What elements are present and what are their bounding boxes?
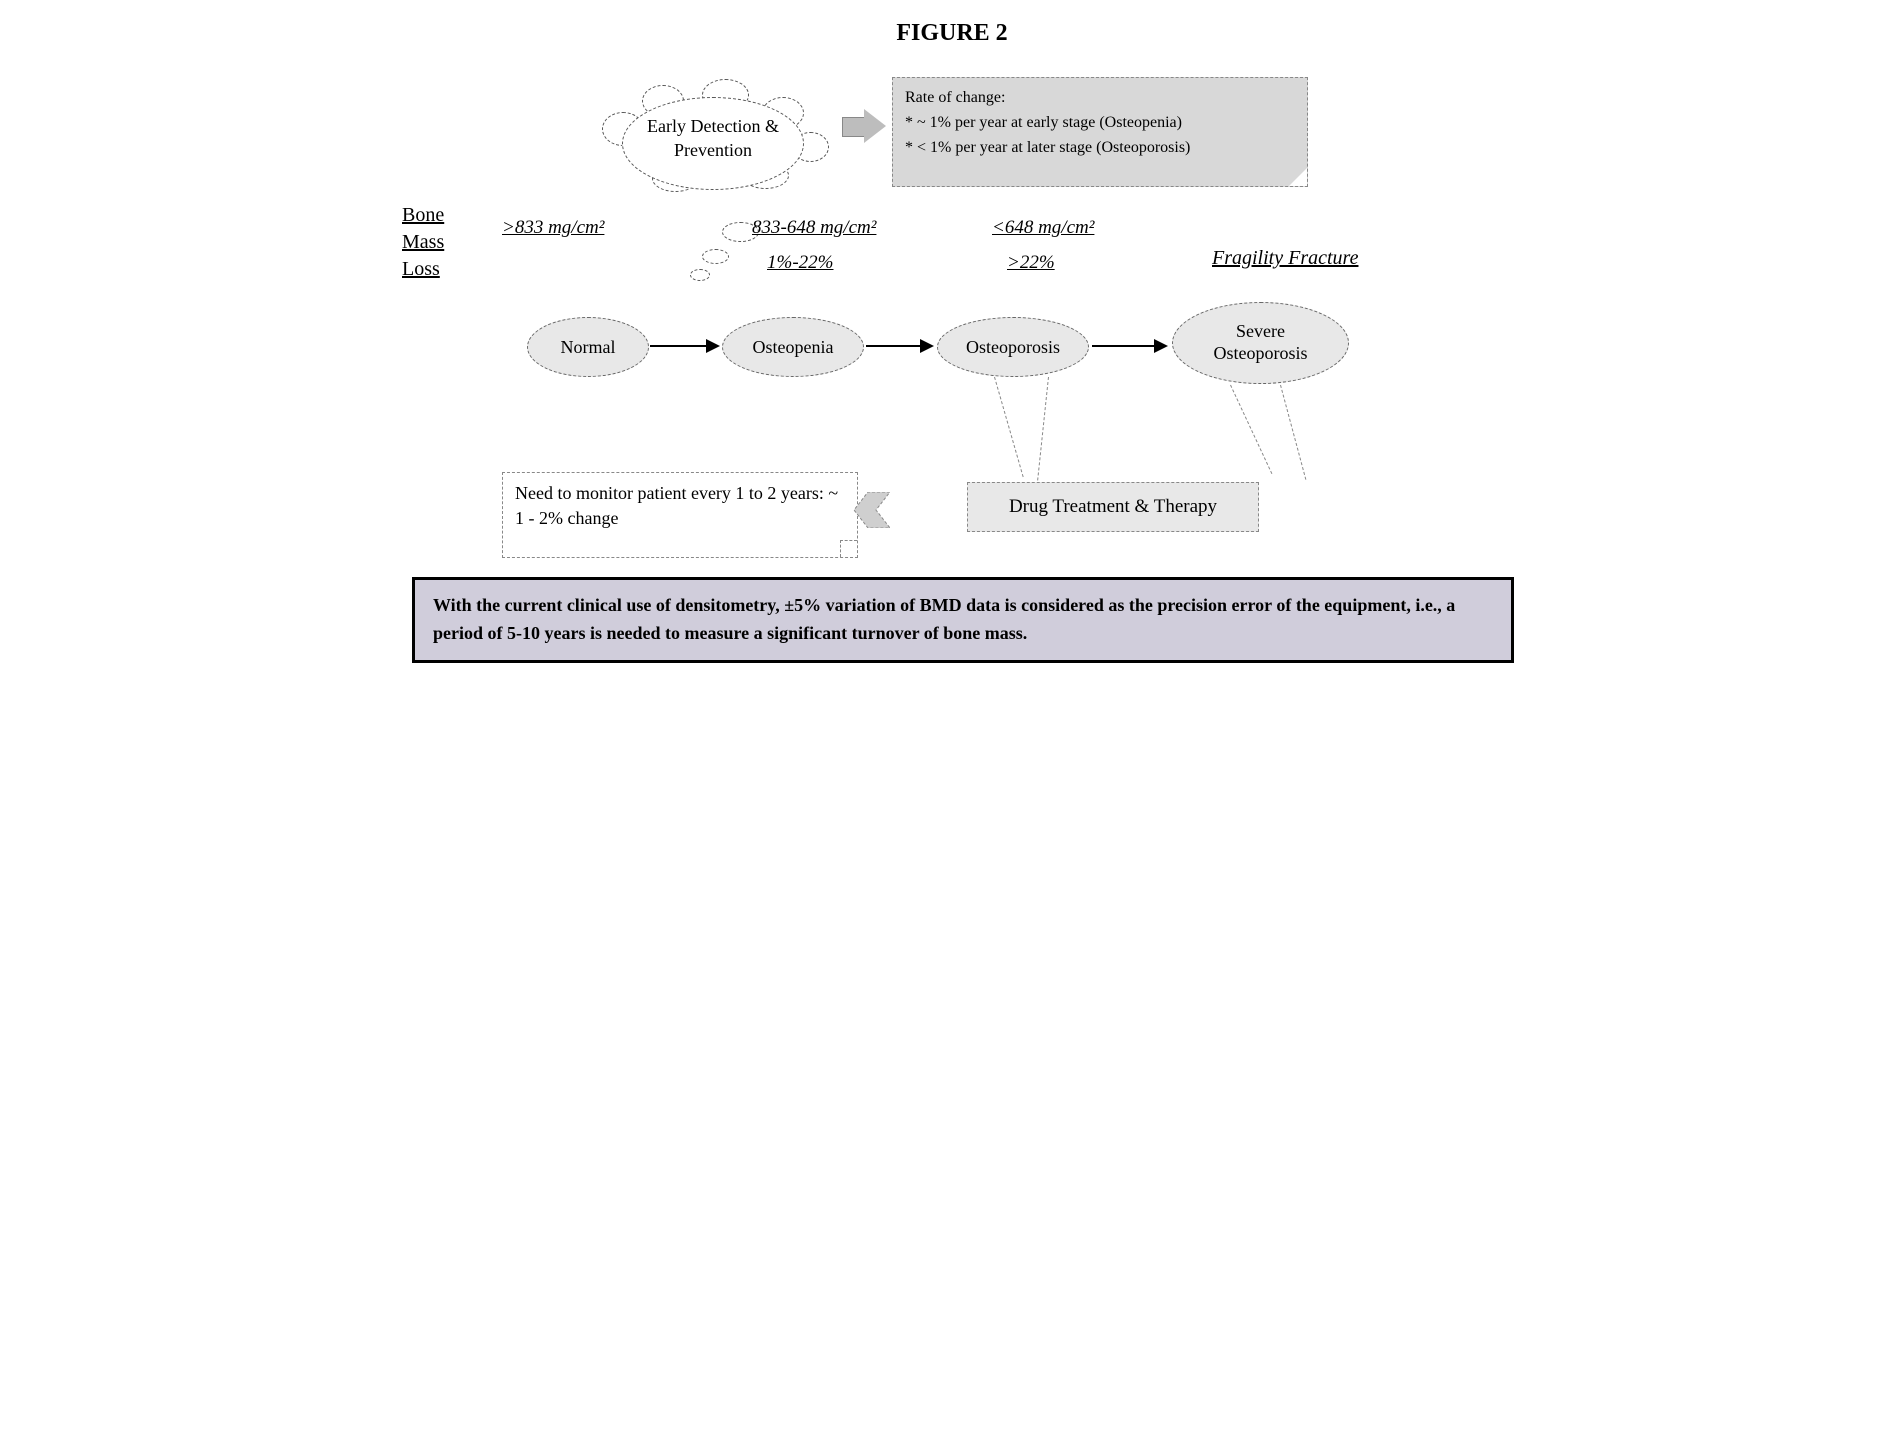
arrow-3 xyxy=(1092,345,1166,347)
loss-pct-osteopenia: 1%-22% xyxy=(767,252,833,274)
cloud-callout: Early Detection & Prevention xyxy=(602,77,822,187)
callout-line xyxy=(1280,385,1306,480)
arrow-right-icon xyxy=(842,109,887,143)
threshold-osteopenia: 833-648 mg/cm² xyxy=(752,217,876,239)
callout-line xyxy=(1037,377,1049,481)
arrow-left-icon xyxy=(842,492,890,528)
rate-of-change-box: Rate of change: * ~ 1% per year at early… xyxy=(892,77,1308,187)
rate-line-1: * ~ 1% per year at early stage (Osteopen… xyxy=(905,111,1295,136)
callout-line xyxy=(1230,385,1272,474)
stage-severe-osteoporosis: SevereOsteoporosis xyxy=(1172,302,1349,384)
cloud-thought-3 xyxy=(690,269,710,281)
monitor-note-box: Need to monitor patient every 1 to 2 yea… xyxy=(502,472,858,558)
figure-title: FIGURE 2 xyxy=(60,20,1844,47)
rate-line-2: * < 1% per year at later stage (Osteopor… xyxy=(905,136,1295,161)
stage-osteoporosis: Osteoporosis xyxy=(937,317,1089,377)
threshold-osteoporosis: <648 mg/cm² xyxy=(992,217,1094,239)
callout-line xyxy=(994,377,1024,477)
bottom-note-box: With the current clinical use of densito… xyxy=(412,577,1514,663)
treatment-box: Drug Treatment & Therapy xyxy=(967,482,1259,532)
cloud-text: Early Detection & Prevention xyxy=(622,97,804,190)
threshold-normal: >833 mg/cm² xyxy=(502,217,604,239)
cloud-thought-2 xyxy=(702,249,729,264)
loss-pct-osteoporosis: >22% xyxy=(1007,252,1055,274)
axis-label-bone-mass-loss: BoneMassLoss xyxy=(402,202,444,283)
bottom-note-text: With the current clinical use of densito… xyxy=(433,595,1455,643)
arrow-1 xyxy=(650,345,718,347)
rate-title: Rate of change: xyxy=(905,86,1295,111)
diagram-canvas: Early Detection & Prevention Rate of cha… xyxy=(402,77,1502,697)
arrow-2 xyxy=(866,345,932,347)
stage-osteopenia: Osteopenia xyxy=(722,317,864,377)
fragility-fracture-label: Fragility Fracture xyxy=(1212,247,1358,270)
stage-normal: Normal xyxy=(527,317,649,377)
